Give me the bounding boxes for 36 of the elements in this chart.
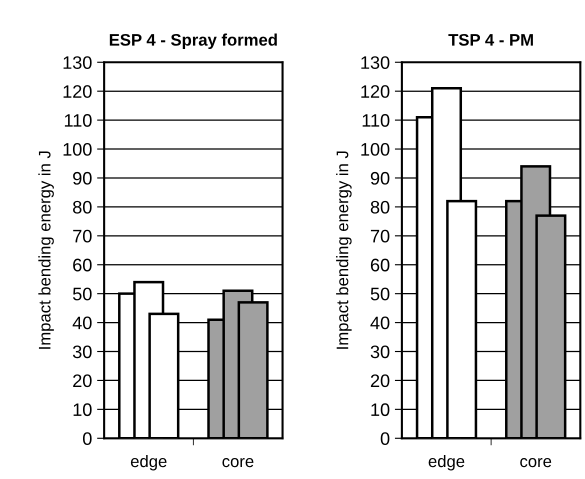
y-tick-label: 110 [362,114,390,127]
y-tick-label: 110 [64,114,92,127]
chart-title: TSP 4 - PM [448,34,533,46]
y-axis-title: Impact bending energy in J [38,151,54,349]
y-tick-label: 10 [74,403,92,416]
y-tick-label: 50 [370,288,390,300]
y-tick-label: 20 [370,374,390,388]
y-tick-label: 10 [371,403,390,416]
y-tick-label: 30 [370,345,390,358]
y-tick-label: 60 [73,258,92,272]
y-tick-label: 50 [72,288,92,300]
y-tick-label: 100 [64,142,92,156]
chart-title: ESP 4 - Spray formed [110,34,277,50]
y-tick-label: 0 [82,432,92,446]
y-tick-label: 40 [370,316,390,330]
y-tick-label: 120 [64,85,92,98]
y-tick-label: 80 [370,200,390,214]
y-tick-label: 130 [361,56,390,69]
y-tick-label: 70 [73,230,92,243]
x-tick-label: edge [428,454,464,470]
x-tick-label: core [520,458,552,468]
y-tick-label: 30 [72,345,92,358]
y-tick-label: 90 [73,172,92,185]
y-tick-label: 60 [370,258,390,272]
y-tick-label: 100 [361,142,390,156]
y-tick-label: 0 [380,432,390,446]
y-tick-label: 80 [73,200,92,214]
y-axis-title: Impact bending energy in J [336,151,352,349]
x-tick-label: edge [130,454,167,470]
x-tick-label: core [222,458,254,468]
y-tick-label: 40 [72,316,92,330]
y-tick-label: 20 [73,374,92,388]
y-tick-label: 70 [370,230,390,243]
y-tick-label: 120 [361,85,390,98]
y-tick-label: 130 [64,56,92,69]
y-tick-label: 90 [370,172,390,185]
